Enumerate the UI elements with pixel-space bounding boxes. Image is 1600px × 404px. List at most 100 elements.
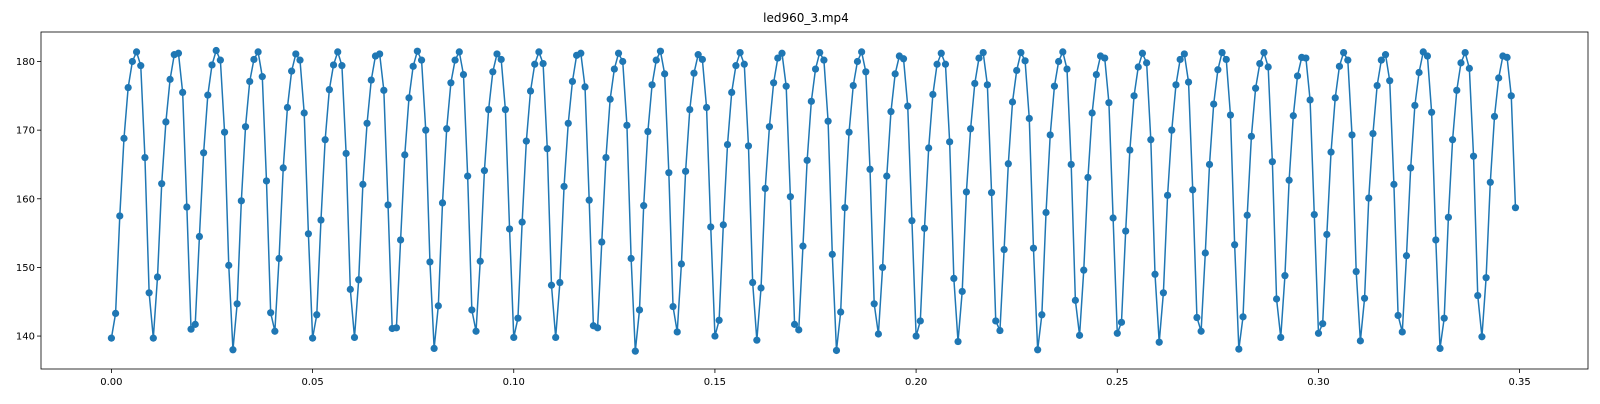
data-point (1176, 55, 1184, 64)
x-tick-label: 0.00 (100, 377, 122, 388)
data-point (514, 314, 522, 322)
data-point (581, 83, 589, 91)
data-point (933, 60, 941, 68)
x-tick-label: 0.10 (503, 377, 525, 388)
data-point (359, 180, 367, 188)
data-point (1415, 68, 1423, 77)
data-point (258, 73, 266, 81)
data-point (967, 125, 975, 133)
data-point (1075, 331, 1084, 339)
data-point (820, 56, 828, 64)
data-point (744, 142, 753, 150)
data-point (380, 86, 388, 94)
data-point (824, 117, 832, 125)
data-point (179, 88, 187, 96)
data-point (329, 61, 338, 69)
data-point (1314, 329, 1323, 337)
data-point (1117, 318, 1126, 326)
data-point (849, 81, 857, 90)
data-point (958, 287, 966, 296)
data-point (476, 257, 484, 265)
data-point (870, 300, 878, 308)
data-point (602, 154, 610, 162)
data-point (430, 344, 438, 353)
data-point (1122, 227, 1130, 235)
data-point (1310, 210, 1318, 219)
data-point (568, 77, 577, 86)
data-point (392, 324, 401, 332)
data-point (325, 86, 333, 94)
data-point (556, 278, 564, 287)
data-point (107, 334, 116, 342)
data-point (987, 189, 996, 197)
data-point (1402, 252, 1411, 260)
data-point (593, 324, 602, 332)
data-point (1205, 160, 1214, 169)
data-point (614, 49, 623, 57)
data-point (1440, 314, 1448, 322)
data-point (422, 126, 430, 134)
data-point (342, 149, 350, 158)
data-point (560, 182, 568, 191)
data-point (522, 137, 530, 145)
data-point (1046, 131, 1054, 139)
x-tick-label: 0.05 (301, 377, 323, 388)
data-point (1189, 186, 1197, 194)
data-point (858, 48, 866, 56)
data-point (1302, 54, 1310, 62)
data-point (317, 216, 325, 224)
data-point (208, 61, 216, 69)
data-point (505, 225, 514, 233)
data-point (1461, 48, 1469, 57)
data-point (413, 47, 421, 55)
data-point (736, 48, 744, 57)
data-point (648, 81, 656, 89)
data-point (652, 56, 660, 64)
data-point (468, 306, 476, 314)
data-point (552, 333, 560, 342)
data-point (510, 333, 518, 342)
data-point (715, 316, 723, 324)
data-point (535, 48, 543, 56)
data-point (241, 123, 250, 131)
data-point (116, 212, 124, 220)
x-tick-label: 0.20 (905, 377, 927, 388)
data-point (1197, 327, 1205, 335)
data-point (807, 97, 815, 105)
data-point (1067, 160, 1075, 169)
data-point (732, 62, 740, 70)
data-point (1511, 204, 1520, 212)
data-point (686, 105, 694, 114)
data-point (304, 230, 312, 238)
data-point (866, 165, 874, 173)
plot-area (107, 46, 1520, 355)
data-point (1008, 98, 1017, 106)
data-point (1252, 84, 1260, 92)
data-point (1369, 129, 1377, 138)
data-point (464, 172, 472, 180)
data-point (384, 201, 392, 209)
data-point (669, 302, 677, 311)
data-point (493, 50, 501, 58)
data-point (183, 203, 191, 211)
data-point (1319, 320, 1327, 328)
data-point (1038, 311, 1046, 319)
data-point (1465, 64, 1473, 72)
y-tick-label: 150 (16, 263, 35, 274)
data-point (899, 55, 908, 63)
data-point (853, 57, 862, 66)
data-point (778, 49, 786, 57)
data-point (728, 88, 736, 96)
data-point (1323, 230, 1331, 239)
data-point (455, 48, 463, 56)
data-point (401, 151, 409, 159)
data-point (1163, 191, 1172, 199)
data-point (1281, 272, 1289, 280)
data-point (443, 125, 451, 133)
data-point (1448, 136, 1457, 144)
data-point (174, 49, 183, 57)
data-point (753, 336, 761, 344)
data-point (1386, 77, 1394, 85)
data-point (1428, 108, 1436, 116)
data-point (979, 48, 987, 57)
